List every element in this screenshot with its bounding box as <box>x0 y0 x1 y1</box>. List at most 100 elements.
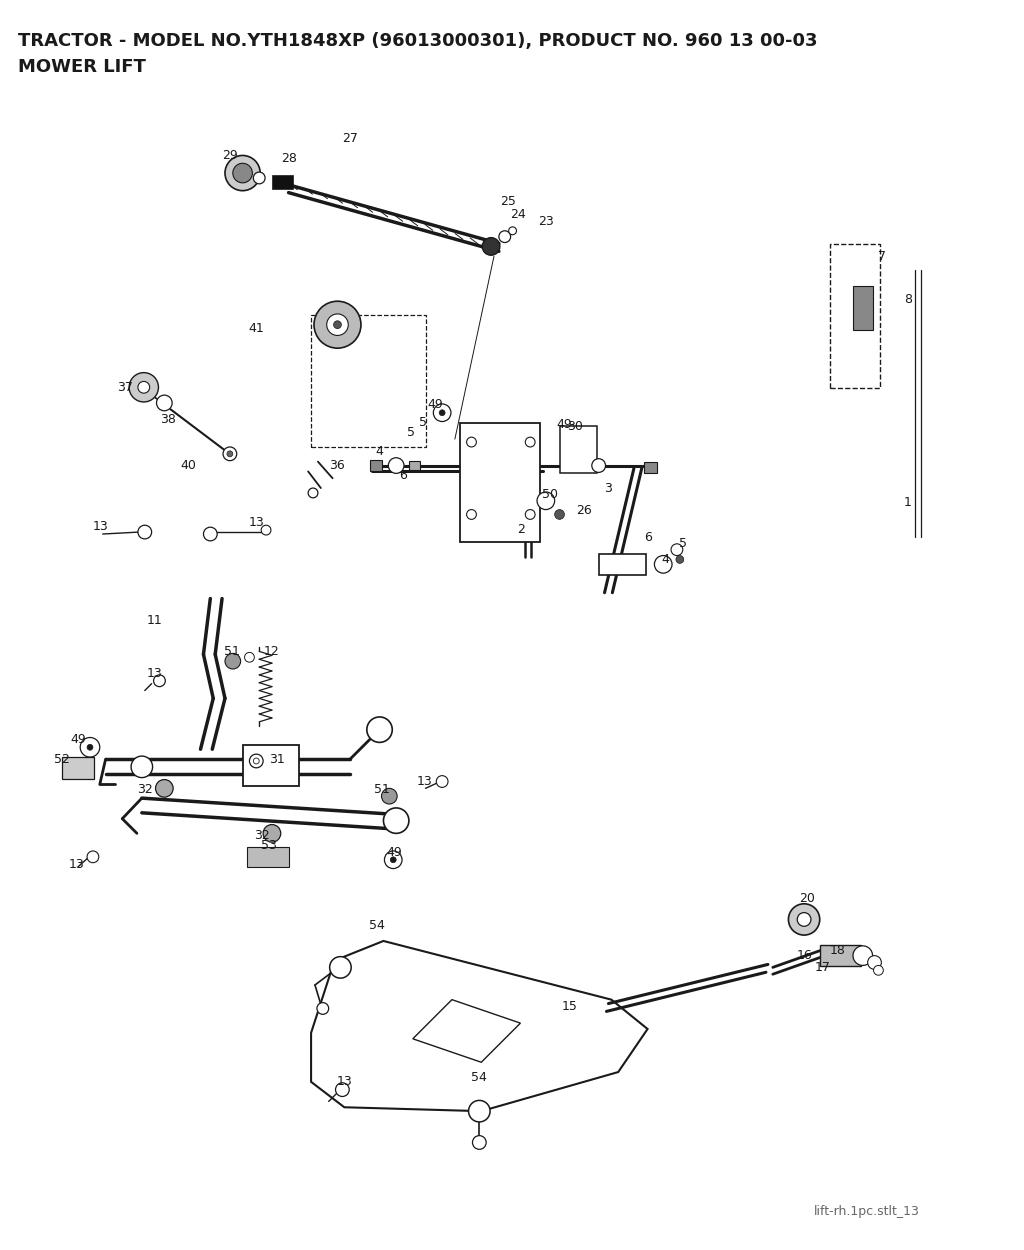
Text: 49: 49 <box>386 846 402 860</box>
Text: 13: 13 <box>249 516 264 529</box>
Circle shape <box>537 492 555 510</box>
Text: 5: 5 <box>407 426 415 439</box>
Circle shape <box>156 780 173 798</box>
Text: 40: 40 <box>180 459 196 472</box>
Bar <box>311 315 427 448</box>
Text: 23: 23 <box>538 215 554 227</box>
Circle shape <box>87 851 98 862</box>
Circle shape <box>467 438 476 448</box>
Circle shape <box>232 164 252 182</box>
Text: 17: 17 <box>815 961 830 974</box>
Circle shape <box>654 555 672 574</box>
Circle shape <box>154 675 165 686</box>
Circle shape <box>138 525 152 539</box>
Text: 16: 16 <box>797 949 812 962</box>
Bar <box>599 554 645 575</box>
Text: 32: 32 <box>254 829 270 841</box>
Text: 49: 49 <box>427 399 443 411</box>
Text: 31: 31 <box>269 752 285 765</box>
Text: 6: 6 <box>644 531 651 545</box>
Text: 12: 12 <box>264 645 280 658</box>
Circle shape <box>390 856 396 862</box>
Bar <box>829 244 881 389</box>
Circle shape <box>131 756 153 778</box>
Text: 5: 5 <box>679 538 687 550</box>
Circle shape <box>253 173 265 184</box>
Circle shape <box>336 1082 349 1096</box>
Circle shape <box>334 321 341 329</box>
Bar <box>644 461 657 474</box>
Bar <box>460 422 540 541</box>
Text: 13: 13 <box>146 668 163 680</box>
Circle shape <box>867 956 882 969</box>
Circle shape <box>555 510 564 519</box>
Text: 41: 41 <box>249 322 264 335</box>
Circle shape <box>509 226 516 235</box>
Bar <box>559 426 597 474</box>
Circle shape <box>525 510 536 519</box>
Text: 24: 24 <box>511 208 526 221</box>
Circle shape <box>467 510 476 519</box>
Circle shape <box>157 395 172 411</box>
Text: 38: 38 <box>161 412 176 426</box>
Text: 13: 13 <box>93 520 109 532</box>
Text: 5: 5 <box>419 416 427 429</box>
Text: 51: 51 <box>224 645 240 658</box>
Text: 7: 7 <box>879 250 887 262</box>
Circle shape <box>439 410 445 416</box>
Bar <box>243 745 299 786</box>
Circle shape <box>383 808 409 834</box>
Circle shape <box>482 238 500 255</box>
Text: 53: 53 <box>261 839 276 851</box>
Text: 11: 11 <box>146 614 163 626</box>
Circle shape <box>129 372 159 402</box>
Circle shape <box>138 381 150 394</box>
Text: 51: 51 <box>374 782 389 796</box>
Circle shape <box>472 1135 486 1149</box>
Text: 54: 54 <box>369 919 385 931</box>
Circle shape <box>327 314 348 335</box>
Circle shape <box>308 488 317 498</box>
Text: 28: 28 <box>282 152 298 165</box>
Circle shape <box>367 718 392 742</box>
Text: 26: 26 <box>577 504 592 518</box>
Text: 49: 49 <box>71 732 86 746</box>
Text: 1: 1 <box>904 496 911 509</box>
Circle shape <box>384 851 402 869</box>
Text: 6: 6 <box>399 469 407 481</box>
Circle shape <box>227 451 232 456</box>
Text: 37: 37 <box>118 381 133 394</box>
Text: 52: 52 <box>53 754 70 766</box>
Text: 3: 3 <box>604 481 612 495</box>
Circle shape <box>436 776 449 788</box>
Circle shape <box>225 155 260 191</box>
Circle shape <box>253 758 259 764</box>
Polygon shape <box>311 941 647 1111</box>
Polygon shape <box>413 1000 520 1062</box>
Circle shape <box>525 438 536 448</box>
Bar <box>272 175 294 189</box>
Circle shape <box>382 789 397 804</box>
Text: 2: 2 <box>517 522 525 536</box>
Circle shape <box>676 555 684 564</box>
Bar <box>61 758 94 779</box>
Circle shape <box>469 1100 490 1122</box>
Text: 4: 4 <box>662 552 669 566</box>
Text: 13: 13 <box>417 775 432 788</box>
Text: 20: 20 <box>799 892 815 905</box>
Text: 15: 15 <box>561 1000 578 1012</box>
Text: 13: 13 <box>337 1075 352 1089</box>
Text: MOWER LIFT: MOWER LIFT <box>17 59 145 76</box>
Text: TRACTOR - MODEL NO.YTH1848XP (96013000301), PRODUCT NO. 960 13 00-03: TRACTOR - MODEL NO.YTH1848XP (9601300030… <box>17 32 817 50</box>
Text: 29: 29 <box>222 149 238 162</box>
Circle shape <box>314 301 360 349</box>
Bar <box>820 945 861 966</box>
Circle shape <box>317 1003 329 1014</box>
Text: 50: 50 <box>542 489 558 501</box>
Circle shape <box>225 654 241 669</box>
Circle shape <box>873 965 884 975</box>
Circle shape <box>388 458 404 474</box>
Circle shape <box>250 754 263 768</box>
Circle shape <box>223 448 237 461</box>
Circle shape <box>592 459 605 472</box>
